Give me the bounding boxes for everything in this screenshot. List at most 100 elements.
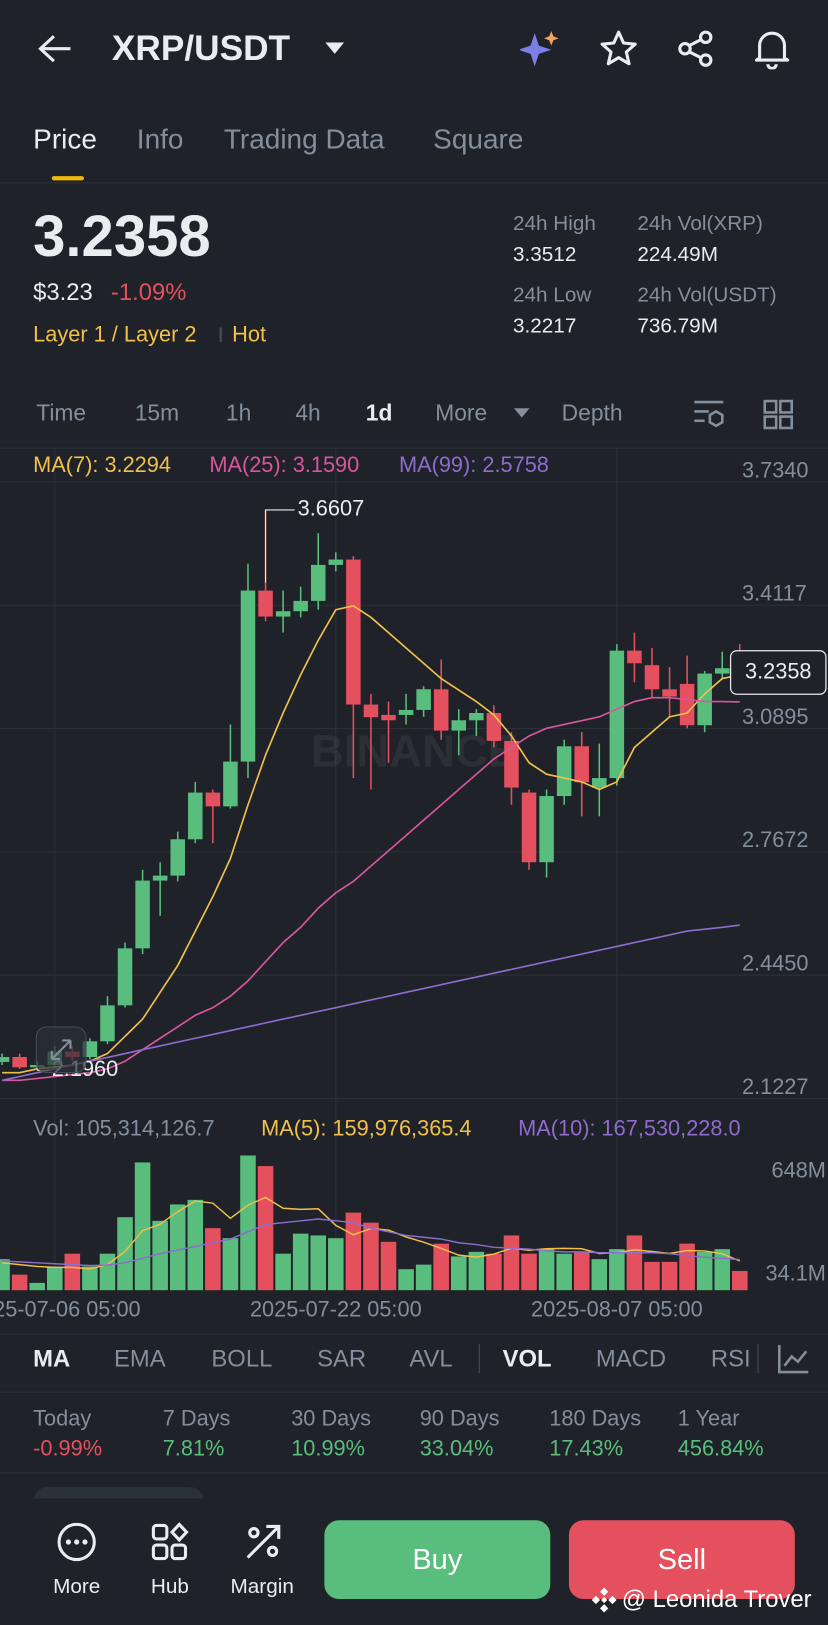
candle-body bbox=[416, 689, 431, 710]
volume-bar bbox=[521, 1253, 537, 1291]
candle-body bbox=[504, 740, 519, 788]
nav-label[interactable]: Hub bbox=[150, 1575, 189, 1598]
candle-body bbox=[398, 709, 414, 715]
volume-bar bbox=[732, 1270, 748, 1291]
candle-body bbox=[486, 713, 502, 741]
tab-indicator bbox=[51, 176, 84, 181]
chart-settings[interactable] bbox=[692, 398, 725, 429]
period-change: 456.84% bbox=[677, 1436, 764, 1461]
candle-body bbox=[310, 564, 326, 601]
volume-bar bbox=[538, 1249, 555, 1291]
y-tick-label: 2.1227 bbox=[742, 1074, 809, 1099]
candle-body bbox=[556, 746, 572, 797]
ma-line bbox=[1, 924, 740, 1082]
stat-label: 24h High bbox=[512, 212, 596, 236]
volume-bar bbox=[29, 1282, 45, 1291]
candle-body bbox=[609, 650, 625, 779]
interval[interactable]: Time bbox=[36, 400, 87, 426]
hub-icon[interactable] bbox=[150, 1522, 189, 1561]
volume-bar bbox=[240, 1155, 256, 1291]
sell-button[interactable]: Sell bbox=[568, 1520, 795, 1599]
interval[interactable]: 1d bbox=[365, 400, 393, 426]
candle-body bbox=[627, 650, 642, 664]
y-tick-label: 2.4450 bbox=[742, 950, 809, 975]
interval[interactable]: More bbox=[435, 400, 488, 426]
indicator[interactable]: AVL bbox=[409, 1344, 453, 1372]
ai-button[interactable] bbox=[520, 29, 564, 70]
volume-legend: MA(5): 159,976,365.4 bbox=[261, 1115, 471, 1140]
volume-bar bbox=[328, 1238, 344, 1291]
stat-label: 24h Low bbox=[512, 283, 592, 307]
stat-value: 3.3512 bbox=[512, 243, 577, 267]
volume-bar bbox=[573, 1251, 590, 1291]
separator bbox=[219, 327, 222, 342]
volume-bar bbox=[187, 1199, 204, 1291]
stat-label: 24h Vol(USDT) bbox=[637, 283, 777, 307]
alert-button[interactable] bbox=[752, 28, 791, 70]
share-button[interactable] bbox=[676, 29, 715, 68]
indicator[interactable]: VOL bbox=[502, 1344, 552, 1372]
volume-legend: MA(10): 167,530,228.0 bbox=[518, 1115, 740, 1140]
stat-value: 224.49M bbox=[637, 243, 718, 267]
tab[interactable]: Price bbox=[33, 123, 97, 155]
interval[interactable]: 4h bbox=[295, 400, 321, 426]
divider bbox=[0, 1472, 828, 1474]
ma-line bbox=[2, 696, 740, 1082]
expand-button[interactable] bbox=[35, 1026, 87, 1074]
sector-tag[interactable]: Layer 1 / Layer 2 bbox=[33, 322, 197, 347]
candle-body bbox=[188, 792, 203, 840]
candle-body bbox=[592, 778, 607, 788]
interval[interactable]: 1h bbox=[225, 400, 252, 426]
indicator[interactable]: MACD bbox=[595, 1344, 667, 1372]
nav-label[interactable]: More bbox=[53, 1575, 101, 1598]
volume-bar bbox=[363, 1222, 379, 1291]
more-icon[interactable] bbox=[56, 1521, 97, 1562]
last-price-label: 3.2358 bbox=[745, 658, 812, 683]
volume-bar bbox=[82, 1266, 98, 1291]
separator bbox=[478, 1344, 480, 1374]
favorite-button[interactable] bbox=[599, 29, 638, 68]
period-label: 1 Year bbox=[677, 1406, 740, 1431]
interval[interactable]: Depth bbox=[561, 400, 623, 426]
pair-title[interactable]: XRP/USDT bbox=[111, 29, 291, 69]
candle-body bbox=[0, 1056, 10, 1062]
margin-icon[interactable] bbox=[244, 1522, 283, 1561]
tab[interactable]: Info bbox=[136, 123, 184, 155]
indicator[interactable]: BOLL bbox=[211, 1344, 273, 1372]
x-tick-label: 2025-07-06 05:00 bbox=[0, 1297, 141, 1322]
indicator[interactable]: MA bbox=[33, 1344, 71, 1372]
volume-bar bbox=[46, 1266, 63, 1291]
divider bbox=[0, 1333, 828, 1335]
pair-dropdown[interactable] bbox=[324, 41, 345, 56]
interval[interactable]: 15m bbox=[134, 400, 180, 426]
high-label: 3.6607 bbox=[298, 496, 365, 521]
y-tick-label: 3.7340 bbox=[742, 457, 809, 482]
indicator[interactable]: SAR bbox=[317, 1344, 367, 1372]
candle-body bbox=[117, 948, 133, 1006]
tab[interactable]: Trading Data bbox=[223, 123, 385, 155]
volume-bar bbox=[11, 1274, 28, 1291]
candle-body bbox=[381, 714, 396, 721]
indicator-settings[interactable] bbox=[777, 1343, 810, 1374]
high-marker bbox=[265, 509, 295, 583]
volume-bar bbox=[696, 1251, 713, 1291]
volume-bar bbox=[134, 1162, 151, 1291]
candle-body bbox=[170, 839, 185, 876]
volume-bar bbox=[380, 1241, 397, 1291]
nav-label[interactable]: Margin bbox=[230, 1575, 294, 1598]
tab[interactable]: Square bbox=[433, 123, 524, 155]
hot-tag[interactable]: Hot bbox=[232, 322, 267, 347]
candle-body bbox=[100, 1005, 115, 1042]
back-button[interactable] bbox=[35, 33, 74, 64]
candle-body bbox=[521, 792, 537, 863]
candle-body bbox=[346, 559, 361, 705]
more-dropdown[interactable] bbox=[513, 407, 531, 419]
volume-bar bbox=[626, 1235, 643, 1291]
layout-button[interactable] bbox=[763, 399, 794, 430]
ma-legend: MA(99): 2.5758 bbox=[399, 452, 549, 477]
buy-button[interactable]: Buy bbox=[324, 1520, 551, 1599]
indicator[interactable]: RSI bbox=[710, 1344, 751, 1372]
indicator[interactable]: EMA bbox=[113, 1344, 166, 1372]
